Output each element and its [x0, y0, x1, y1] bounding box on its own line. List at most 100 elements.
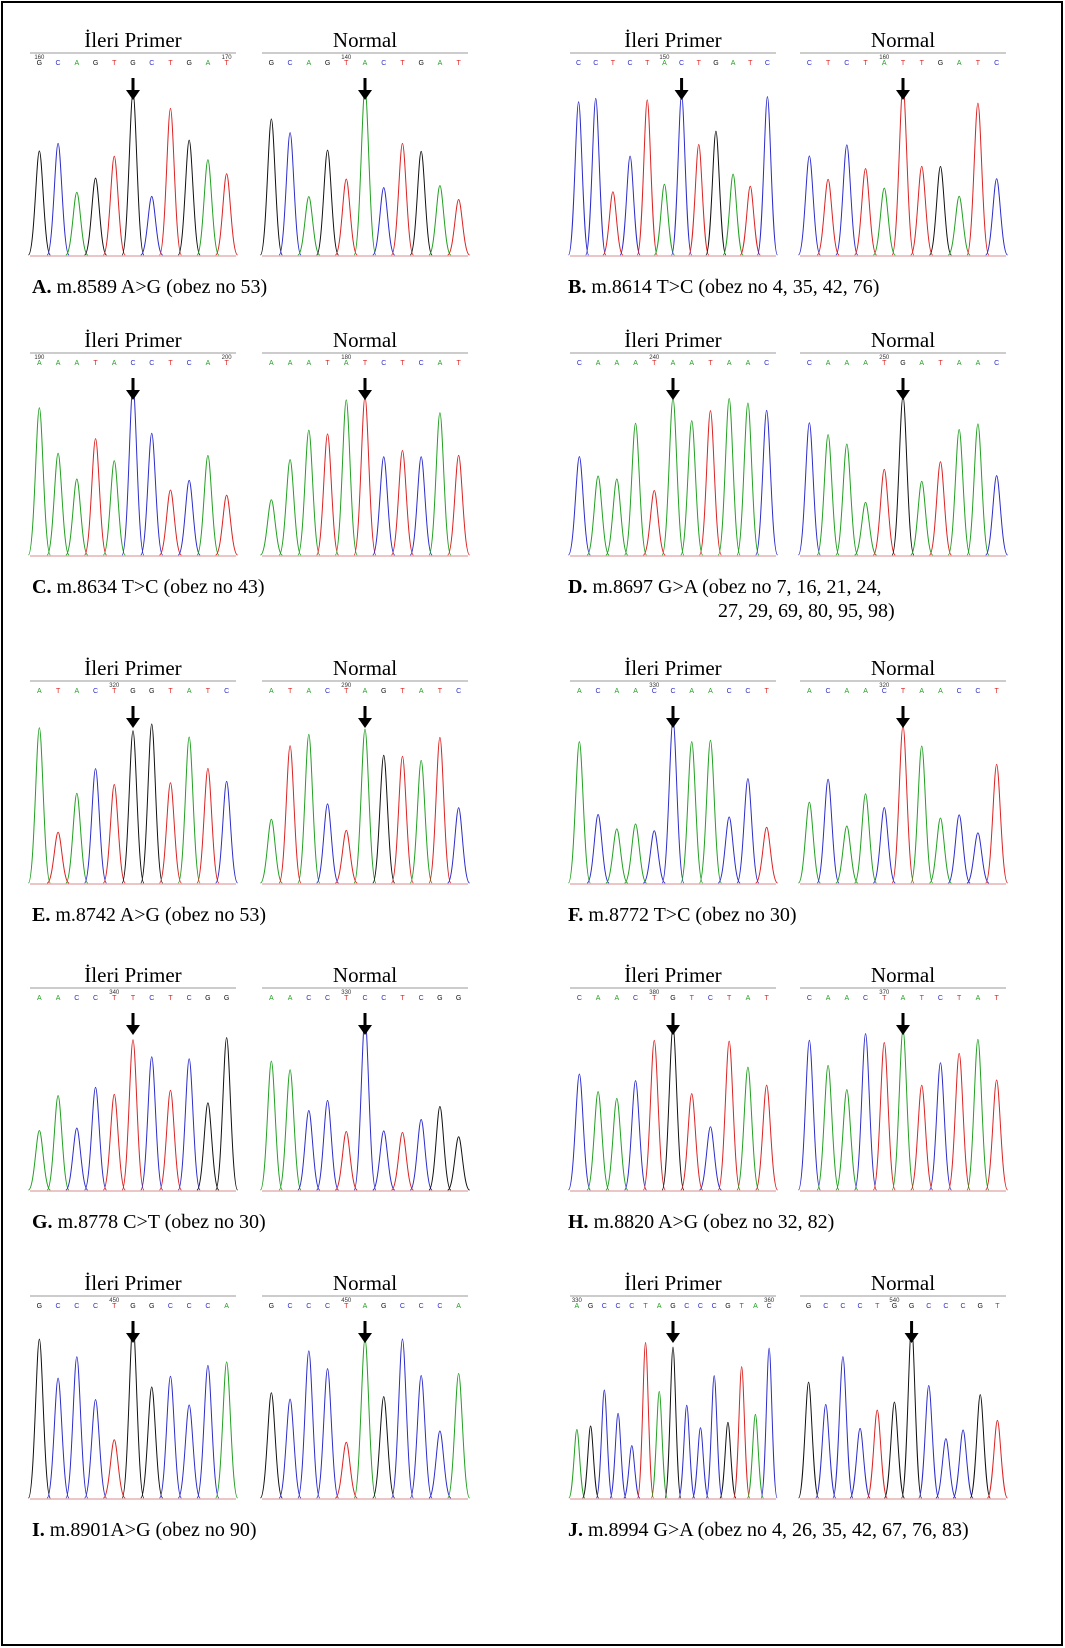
base-letter: A [363, 60, 368, 67]
base-letter: A [671, 360, 676, 367]
base-letter: A [577, 688, 582, 695]
caption-letter: G. [32, 1211, 53, 1233]
base-letter: T [976, 60, 981, 67]
position-number: 170 [222, 55, 233, 61]
trace-title: İleri Primer [84, 1271, 181, 1295]
base-letter: A [363, 688, 368, 695]
base-letter: G [224, 995, 229, 1002]
base-letter: A [419, 688, 424, 695]
base-letter: C [629, 1303, 634, 1310]
base-letter: C [593, 60, 598, 67]
trace-title: Normal [871, 656, 935, 680]
position-number: 330 [341, 990, 352, 996]
base-letter: C [712, 1303, 717, 1310]
caption-text: m.8778 C>T (obez no 30) [58, 1211, 266, 1233]
base-letter: A [306, 360, 311, 367]
base-letter: A [746, 360, 751, 367]
base-letter: G [938, 60, 943, 67]
base-letter: C [628, 60, 633, 67]
caption: D.m.8697 G>A (obez no 7, 16, 21, 24, [568, 576, 882, 598]
figure: İleri Primer G C A G T G C T G A T 160 170 Normal G C A G T… [0, 0, 1065, 1648]
trace-title: Normal [871, 1271, 935, 1295]
base-letter: T [400, 995, 405, 1002]
base-letter: C [840, 1303, 845, 1310]
base-letter: C [684, 1303, 689, 1310]
base-letter: C [708, 995, 713, 1002]
base-letter: C [577, 360, 582, 367]
base-letter: T [168, 60, 173, 67]
base-letter: C [419, 360, 424, 367]
base-letter: C [381, 60, 386, 67]
base-letter: T [611, 60, 616, 67]
base-letter: T [645, 60, 650, 67]
base-letter: A [938, 688, 943, 695]
base-letter: C [187, 360, 192, 367]
base-letter: G [130, 688, 135, 695]
base-letter: C [858, 1303, 863, 1310]
base-letter: T [652, 360, 657, 367]
base-letter: C [400, 1303, 405, 1310]
base-letter: A [614, 995, 619, 1002]
base-letter: C [807, 360, 812, 367]
caption-text: m.8820 A>G (obez no 32, 82) [594, 1211, 835, 1233]
base-letter: A [731, 60, 736, 67]
caption: G.m.8778 C>T (obez no 30) [32, 1211, 266, 1233]
base-letter: A [288, 995, 293, 1002]
base-letter: G [325, 60, 330, 67]
trace-title: İleri Primer [84, 963, 181, 987]
caption: A.m.8589 A>G (obez no 53) [32, 276, 267, 298]
base-letter: A [344, 360, 349, 367]
base-letter: T [708, 360, 713, 367]
base-letter: A [269, 688, 274, 695]
position-number: 250 [879, 355, 890, 361]
position-number: 190 [34, 355, 45, 361]
base-letter: G [269, 60, 274, 67]
caption: E.m.8742 A>G (obez no 53) [32, 904, 266, 926]
base-letter: A [844, 688, 849, 695]
caption-letter: B. [568, 276, 586, 298]
position-number: 160 [879, 55, 890, 61]
base-letter: C [670, 688, 675, 695]
base-letter: T [920, 995, 925, 1002]
base-letter: G [130, 60, 135, 67]
base-letter: A [826, 360, 831, 367]
position-number: 540 [889, 1298, 900, 1304]
base-letter: A [112, 360, 117, 367]
base-letter: T [901, 60, 906, 67]
base-letter: A [746, 995, 751, 1002]
base-letter: A [37, 688, 42, 695]
base-letter: C [224, 688, 229, 695]
base-letter: A [919, 360, 924, 367]
base-letter: C [844, 60, 849, 67]
base-letter: C [745, 688, 750, 695]
base-letter: T [697, 60, 702, 67]
base-letter: A [826, 995, 831, 1002]
base-letter: T [652, 995, 657, 1002]
position-number: 290 [341, 683, 352, 689]
base-letter: C [56, 1303, 61, 1310]
base-letter: C [698, 1303, 703, 1310]
base-letter: T [456, 360, 461, 367]
base-letter: T [727, 995, 732, 1002]
caption: H.m.8820 A>G (obez no 32, 82) [568, 1211, 834, 1233]
position-number: 450 [341, 1298, 352, 1304]
position-number: 330 [572, 1298, 583, 1304]
base-letter: G [186, 60, 191, 67]
base-letter: C [149, 995, 154, 1002]
base-letter: A [206, 360, 211, 367]
base-letter: T [288, 688, 293, 695]
base-letter: A [863, 688, 868, 695]
base-letter: A [882, 60, 887, 67]
caption-letter: A. [32, 276, 51, 298]
base-letter: G [149, 1303, 154, 1310]
trace-title: Normal [871, 28, 935, 52]
base-letter: A [74, 688, 79, 695]
base-letter: C [419, 995, 424, 1002]
base-letter: C [957, 688, 962, 695]
base-letter: G [381, 688, 386, 695]
base-letter: C [633, 995, 638, 1002]
base-letter: T [863, 60, 868, 67]
base-letter: A [689, 360, 694, 367]
base-letter: G [713, 60, 718, 67]
base-letter: A [614, 360, 619, 367]
